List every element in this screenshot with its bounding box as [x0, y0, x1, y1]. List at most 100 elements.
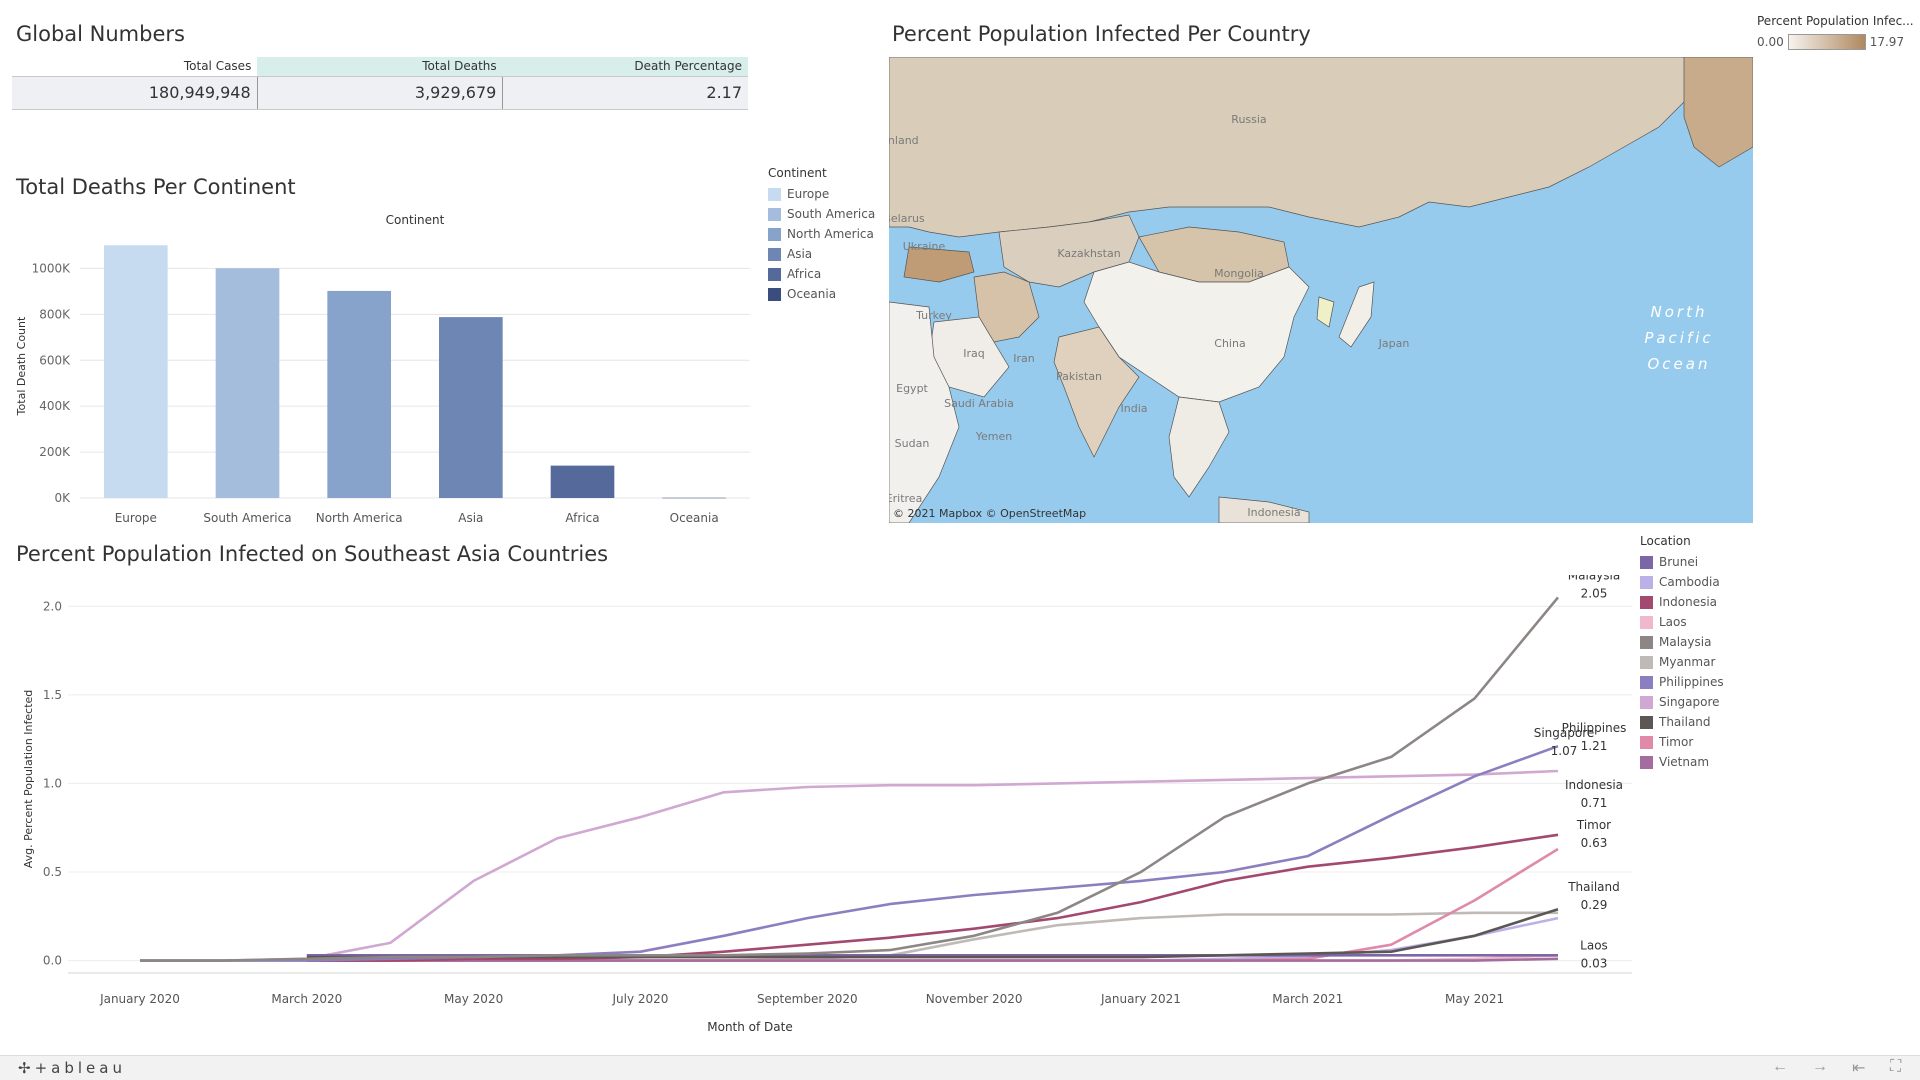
- line-ylabel: Avg. Percent Population Infected: [22, 690, 35, 869]
- series-line-philippines[interactable]: [140, 744, 1559, 962]
- bar-asia[interactable]: [439, 317, 503, 498]
- location-legend-item-cambodia[interactable]: Cambodia: [1640, 572, 1724, 592]
- location-legend-item-singapore[interactable]: Singapore: [1640, 692, 1724, 712]
- map-land-africa[interactable]: [889, 301, 960, 523]
- map-label-russia: Russia: [1231, 113, 1266, 126]
- continent-legend-item-oceania[interactable]: Oceania: [768, 284, 875, 304]
- infection-line-chart: 0.0 0.5 1.0 1.5 2.0 January 2020 March 2020 May…: [22, 575, 1632, 1034]
- map-land-far-east[interactable]: [1683, 57, 1753, 168]
- legend-swatch: [1640, 715, 1653, 729]
- logo-text: +ableau: [34, 1059, 126, 1077]
- legend-swatch: [1640, 675, 1653, 689]
- line-xtick-label: November 2020: [926, 992, 1023, 1006]
- bar-ytick-label: 800K: [39, 307, 71, 321]
- location-legend-item-brunei[interactable]: Brunei: [1640, 552, 1724, 572]
- bar-xtick-label: Asia: [458, 511, 483, 525]
- map-land-japan[interactable]: [1338, 281, 1375, 348]
- line-xtick-label: March 2020: [271, 992, 342, 1006]
- map-land-korea[interactable]: [1316, 296, 1335, 328]
- continent-legend-item-europe[interactable]: Europe: [768, 184, 875, 204]
- location-legend-item-thailand[interactable]: Thailand: [1640, 712, 1724, 732]
- legend-swatch: [768, 287, 781, 301]
- series-line-singapore[interactable]: [140, 769, 1559, 962]
- line-ytick-label: 2.0: [43, 599, 62, 613]
- continent-legend-item-north-america[interactable]: North America: [768, 224, 875, 244]
- legend-swatch: [1640, 695, 1653, 709]
- location-legend-item-malaysia[interactable]: Malaysia: [1640, 632, 1724, 652]
- map-label-iraq: Iraq: [963, 347, 985, 360]
- continent-legend-item-south-america[interactable]: South America: [768, 204, 875, 224]
- map-land-southeast-asia[interactable]: [1168, 396, 1230, 498]
- value-total-cases[interactable]: 180,949,948: [12, 77, 258, 109]
- map-legend-min: 0.00: [1757, 35, 1784, 49]
- legend-label: Africa: [787, 267, 822, 281]
- series-line-malaysia[interactable]: [140, 596, 1560, 962]
- line-xtick-label: January 2021: [1100, 992, 1181, 1006]
- ocean-label: North: [1651, 303, 1708, 321]
- series-line-indonesia[interactable]: [306, 833, 1559, 962]
- location-legend-item-myanmar[interactable]: Myanmar: [1640, 652, 1724, 672]
- line-xtick-label: July 2020: [612, 992, 669, 1006]
- end-label-value-thailand: 0.29: [1581, 898, 1608, 912]
- legend-label: Singapore: [1659, 695, 1720, 709]
- location-legend-item-laos[interactable]: Laos: [1640, 612, 1724, 632]
- bar-europe[interactable]: [104, 245, 168, 498]
- location-legend-item-timor[interactable]: Timor: [1640, 732, 1724, 752]
- bar-north-america[interactable]: [327, 290, 391, 498]
- map-label-turkey: Turkey: [915, 309, 952, 322]
- map-label-india: India: [1121, 402, 1148, 415]
- bar-ytick-label: 0K: [54, 491, 71, 505]
- legend-label: Myanmar: [1659, 655, 1716, 669]
- legend-swatch: [768, 187, 781, 201]
- bar-ytick-label: 200K: [39, 445, 71, 459]
- map-land-turkey[interactable]: [903, 246, 975, 283]
- location-legend-item-vietnam[interactable]: Vietnam: [1640, 752, 1724, 772]
- legend-swatch: [1640, 615, 1653, 629]
- map-label-eritrea: Eritrea: [889, 492, 922, 505]
- line-xtick-label: March 2021: [1272, 992, 1343, 1006]
- end-label-value-indonesia: 0.71: [1581, 796, 1608, 810]
- bar-xtick-label: North America: [316, 511, 403, 525]
- continent-legend-item-asia[interactable]: Asia: [768, 244, 875, 264]
- value-total-deaths[interactable]: 3,929,679: [258, 77, 504, 109]
- continent-legend: Continent Europe South America North Ameri…: [768, 166, 875, 304]
- header-death-percentage[interactable]: Death Percentage: [502, 57, 748, 76]
- bar-ylabel: Total Death Count: [15, 316, 28, 416]
- legend-label: North America: [787, 227, 874, 241]
- map-label-sudan: Sudan: [895, 437, 930, 450]
- map-attribution[interactable]: © 2021 Mapbox © OpenStreetMap: [893, 507, 1086, 520]
- location-legend-item-philippines[interactable]: Philippines: [1640, 672, 1724, 692]
- map-land-indonesia[interactable]: [1218, 496, 1310, 523]
- deaths-chart-title: Total Deaths Per Continent: [16, 175, 296, 199]
- location-legend-item-indonesia[interactable]: Indonesia: [1640, 592, 1724, 612]
- line-ytick-label: 1.5: [43, 688, 62, 702]
- legend-label: Laos: [1659, 615, 1687, 629]
- first-icon[interactable]: ⇤: [1852, 1060, 1866, 1077]
- map-legend-max: 17.97: [1869, 35, 1905, 49]
- bar-xtick-label: Europe: [115, 511, 157, 525]
- tableau-logo[interactable]: ✢+ableau: [18, 1059, 126, 1077]
- legend-label: South America: [787, 207, 876, 221]
- global-numbers-title: Global Numbers: [16, 22, 185, 46]
- line-xtick-label: September 2020: [757, 992, 858, 1006]
- end-label-value-laos: 0.03: [1581, 956, 1608, 970]
- infection-map[interactable]: Russia Kazakhstan Mongolia Ukraine Belarus Fi…: [889, 57, 1753, 523]
- map-land-india[interactable]: [1053, 326, 1140, 458]
- legend-label: Thailand: [1659, 715, 1711, 729]
- header-total-cases[interactable]: Total Cases: [12, 57, 258, 76]
- value-death-percentage[interactable]: 2.17: [706, 83, 743, 102]
- bar-oceania[interactable]: [662, 497, 726, 499]
- continent-legend-item-africa[interactable]: Africa: [768, 264, 875, 284]
- map-land-russia[interactable]: [889, 57, 1753, 238]
- fullscreen-icon[interactable]: ⛶: [1890, 1058, 1902, 1075]
- header-total-deaths[interactable]: Total Deaths: [257, 57, 503, 76]
- back-icon[interactable]: ←: [1772, 1058, 1788, 1075]
- bar-ytick-label: 1000K: [32, 261, 72, 275]
- bar-south-america[interactable]: [215, 268, 280, 498]
- bar-xtick-label: South America: [203, 511, 291, 525]
- forward-icon[interactable]: →: [1812, 1058, 1828, 1075]
- global-numbers-table: Total Cases Total Deaths Death Percentag…: [12, 57, 748, 110]
- map-label-pakistan: Pakistan: [1056, 370, 1102, 383]
- bar-africa[interactable]: [550, 465, 615, 498]
- series-line-vietnam[interactable]: [306, 957, 1559, 962]
